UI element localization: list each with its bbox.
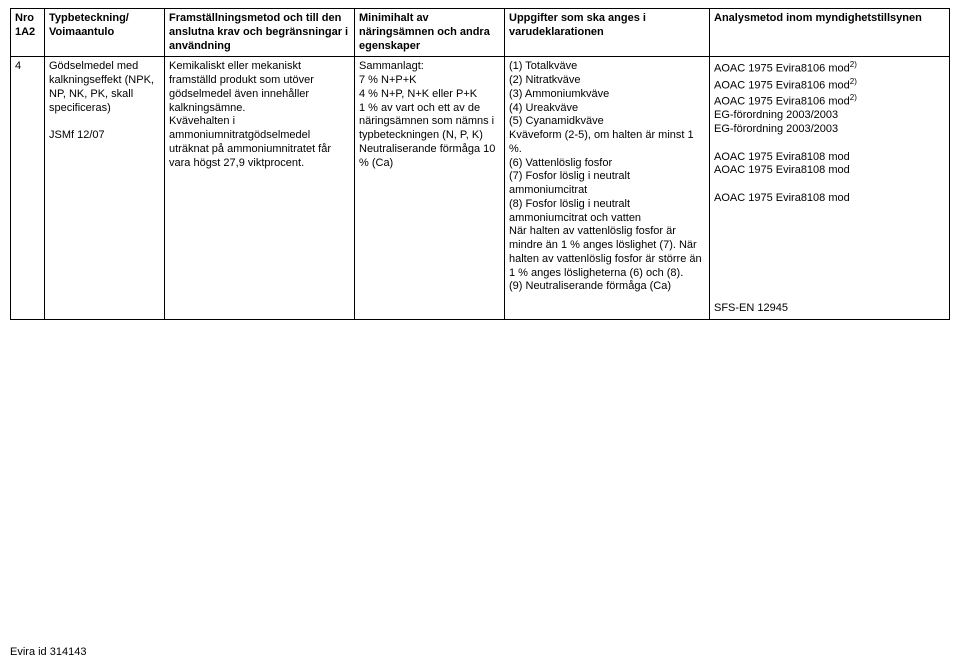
cell-min: Sammanlagt: 7 % N+P+K 4 % N+P, N+K eller… — [355, 57, 505, 319]
ana-line-3: AOAC 1975 Evira8106 mod — [714, 96, 850, 108]
table-row: 4 Gödselmedel med kalkningseffekt (NPK, … — [11, 57, 950, 319]
ana-line-9: SFS-EN 12945 — [714, 302, 788, 314]
footer-text: Evira id 314143 — [10, 646, 86, 658]
page-root: Nro 1A2 Typbeteckning/ Voimaantulo Frams… — [0, 0, 960, 664]
ana-line-1: AOAC 1975 Evira8106 mod — [714, 63, 850, 75]
header-nro: Nro 1A2 — [11, 9, 45, 57]
cell-ana: AOAC 1975 Evira8106 mod2) AOAC 1975 Evir… — [710, 57, 950, 319]
table-header-row: Nro 1A2 Typbeteckning/ Voimaantulo Frams… — [11, 9, 950, 57]
cell-nro: 4 — [11, 57, 45, 319]
data-table: Nro 1A2 Typbeteckning/ Voimaantulo Frams… — [10, 8, 950, 320]
ana-line-5: EG-förordning 2003/2003 — [714, 123, 838, 135]
cell-fram: Kemikaliskt eller mekaniskt framställd p… — [165, 57, 355, 319]
typ-text-1: Gödselmedel med kalkningseffekt (NPK, NP… — [49, 60, 154, 113]
ana-line-4: EG-förordning 2003/2003 — [714, 109, 838, 121]
cell-typ: Gödselmedel med kalkningseffekt (NPK, NP… — [45, 57, 165, 319]
header-min: Minimihalt av näringsämnen och andra ege… — [355, 9, 505, 57]
header-fram: Framställningsmetod och till den anslutn… — [165, 9, 355, 57]
header-typ: Typbeteckning/ Voimaantulo — [45, 9, 165, 57]
ana-sup-2: 2) — [850, 77, 857, 86]
header-ana: Analysmetod inom myndighetstillsynen — [710, 9, 950, 57]
ana-sup-1: 2) — [850, 60, 857, 69]
ana-line-6: AOAC 1975 Evira8108 mod — [714, 151, 850, 163]
cell-upp: (1) Totalkväve (2) Nitratkväve (3) Ammon… — [505, 57, 710, 319]
ana-sup-3: 2) — [850, 93, 857, 102]
ana-line-2: AOAC 1975 Evira8106 mod — [714, 79, 850, 91]
typ-text-2: JSMf 12/07 — [49, 129, 105, 141]
ana-line-7: AOAC 1975 Evira8108 mod — [714, 164, 850, 176]
ana-line-8: AOAC 1975 Evira8108 mod — [714, 192, 850, 204]
header-upp: Uppgifter som ska anges i varudeklaratio… — [505, 9, 710, 57]
